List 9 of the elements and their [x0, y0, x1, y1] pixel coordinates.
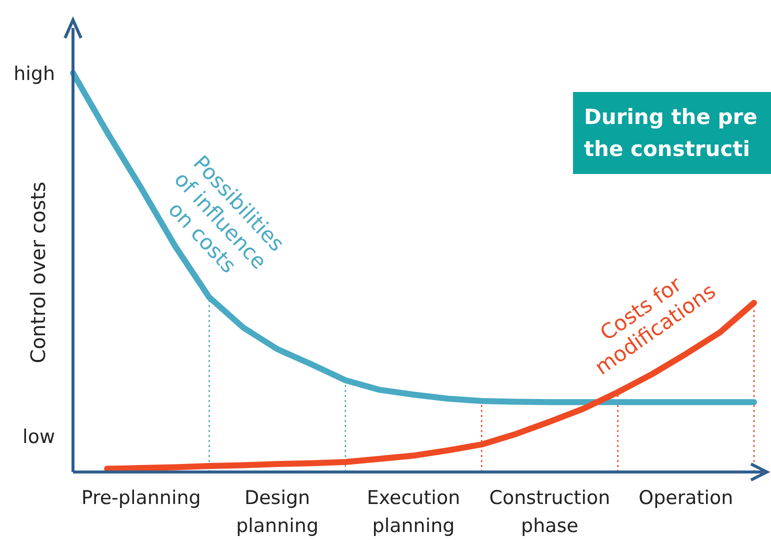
text: high: [14, 63, 55, 85]
x-tick-label: Operation: [638, 487, 734, 509]
x-tick-label: Pre-planning: [81, 487, 201, 509]
x-tick-label: Construction phase: [489, 487, 610, 537]
annotation: During the pre the constructi: [584, 105, 758, 161]
y-axis-title: Control over costs: [26, 182, 50, 364]
text: low: [22, 426, 55, 448]
x-tick-label: Design planning: [236, 487, 319, 537]
x-tick-label: Execution planning: [366, 487, 460, 537]
